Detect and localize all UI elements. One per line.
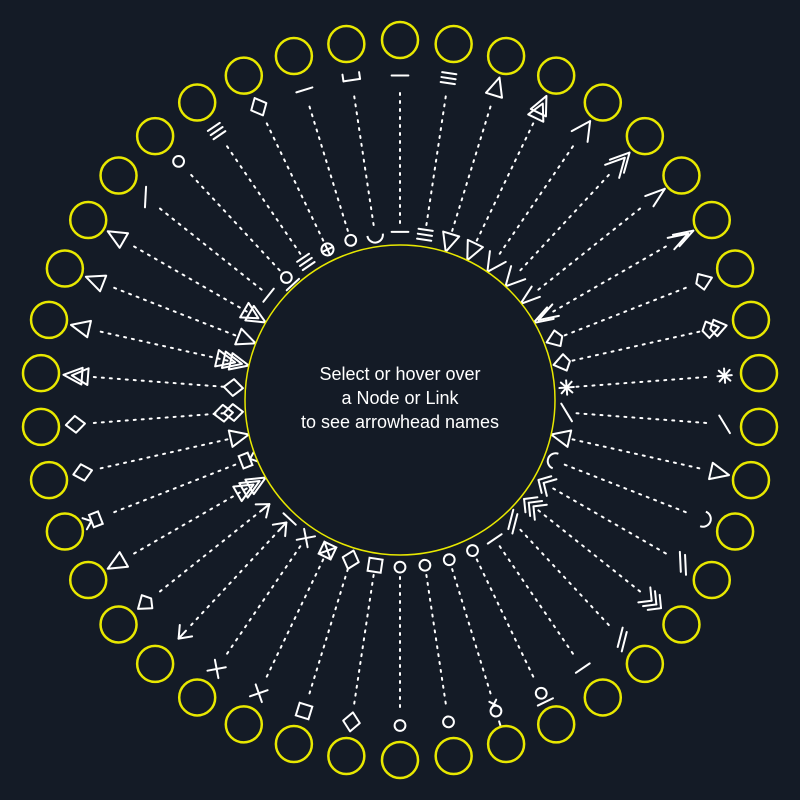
center-text-line: a Node or Link	[341, 388, 459, 408]
arrowhead-asterisk	[559, 380, 574, 395]
arrowhead-asterisk	[717, 368, 732, 383]
center-text-line: to see arrowhead names	[301, 412, 499, 432]
arrowhead-diagram[interactable]: Select or hover over a Node or Link to see…	[0, 0, 800, 800]
center-text-line: Select or hover over	[319, 364, 480, 384]
